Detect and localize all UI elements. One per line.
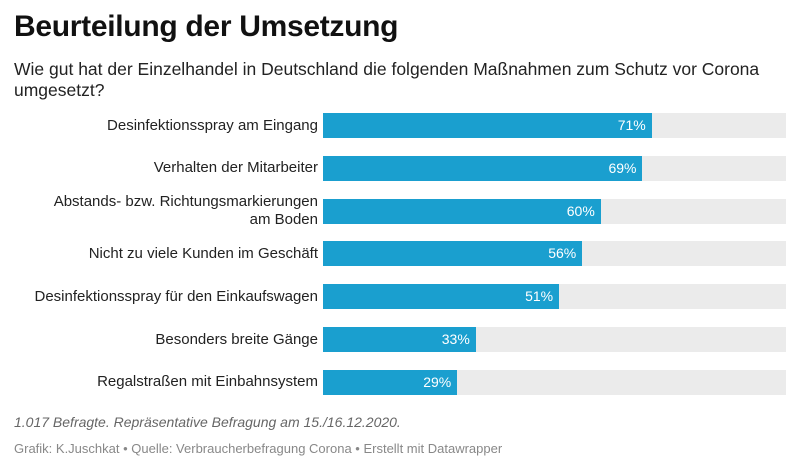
bar: 56% (323, 241, 583, 267)
bar-row: Abstands- bzw. Richtungsmarkierungen am B… (0, 193, 800, 228)
chart-title: Beurteilung der Umsetzung (14, 10, 399, 43)
bar-row: Desinfektionsspray für den Einkaufswagen… (0, 284, 800, 310)
bar-track: 29% (323, 369, 786, 395)
category-label-line: am Boden (249, 211, 318, 229)
bar: 33% (323, 327, 476, 352)
category-label: Verhalten der Mitarbeiter (154, 159, 318, 177)
value-label: 51% (525, 288, 554, 305)
category-label-line: Verhalten der Mitarbeiter (153, 159, 318, 177)
value-label: 56% (548, 245, 577, 262)
bar-row: Desinfektionsspray am Eingang 71% (0, 113, 800, 138)
bar: 29% (323, 369, 458, 395)
category-label: Nicht zu viele Kunden im Geschäft (89, 245, 318, 263)
bar-track: 71% (323, 113, 786, 138)
value-label: 33% (441, 331, 470, 347)
chart-subtitle: Wie gut hat der Einzelhandel in Deutschl… (14, 59, 760, 100)
category-label-line: Besonders breite Gänge (155, 330, 318, 348)
bar-chart: Desinfektionsspray am Eingang 71% Verhalte… (0, 113, 800, 395)
category-label-line: Desinfektionsspray am Eingang (107, 116, 318, 134)
bar: 69% (323, 155, 643, 181)
bar-row: Nicht zu viele Kunden im Geschäft 56% (0, 241, 800, 267)
bar-track: 60% (323, 198, 786, 224)
bar-track: 56% (323, 241, 786, 267)
bar-track: 69% (323, 155, 786, 181)
survey-note: 1.017 Befragte. Repräsentative Befragung… (14, 414, 401, 430)
bar: 60% (323, 198, 601, 224)
category-label: Desinfektionsspray für den Einkaufswagen (35, 288, 319, 306)
bar: 71% (323, 113, 652, 138)
bar-row: Besonders breite Gänge 33% (0, 327, 800, 352)
value-label: 60% (566, 202, 595, 219)
bar-row: Regalstraßen mit Einbahnsystem 29% (0, 369, 800, 395)
category-label: Regalstraßen mit Einbahnsystem (97, 373, 318, 391)
value-label: 71% (617, 117, 646, 133)
bar-track: 51% (323, 284, 786, 310)
category-label-line: Nicht zu viele Kunden im Geschäft (88, 244, 318, 262)
source-credit: Grafik: K.Juschkat • Quelle: Verbraucher… (14, 441, 503, 456)
bar: 51% (323, 284, 560, 310)
category-label-line: Desinfektionsspray für den Einkaufswagen (34, 287, 319, 305)
category-label: Besonders breite Gänge (155, 331, 318, 349)
category-label: Desinfektionsspray am Eingang (107, 117, 318, 135)
category-label-line: Abstands- bzw. Richtungsmarkierungen (53, 193, 318, 211)
bar-row: Verhalten der Mitarbeiter 69% (0, 155, 800, 181)
bar-track: 33% (323, 327, 786, 352)
category-label-line: Regalstraßen mit Einbahnsystem (97, 373, 318, 391)
category-label: Abstands- bzw. Richtungsmarkierungen am B… (54, 193, 318, 229)
value-label: 69% (608, 159, 637, 176)
value-label: 29% (423, 373, 452, 390)
